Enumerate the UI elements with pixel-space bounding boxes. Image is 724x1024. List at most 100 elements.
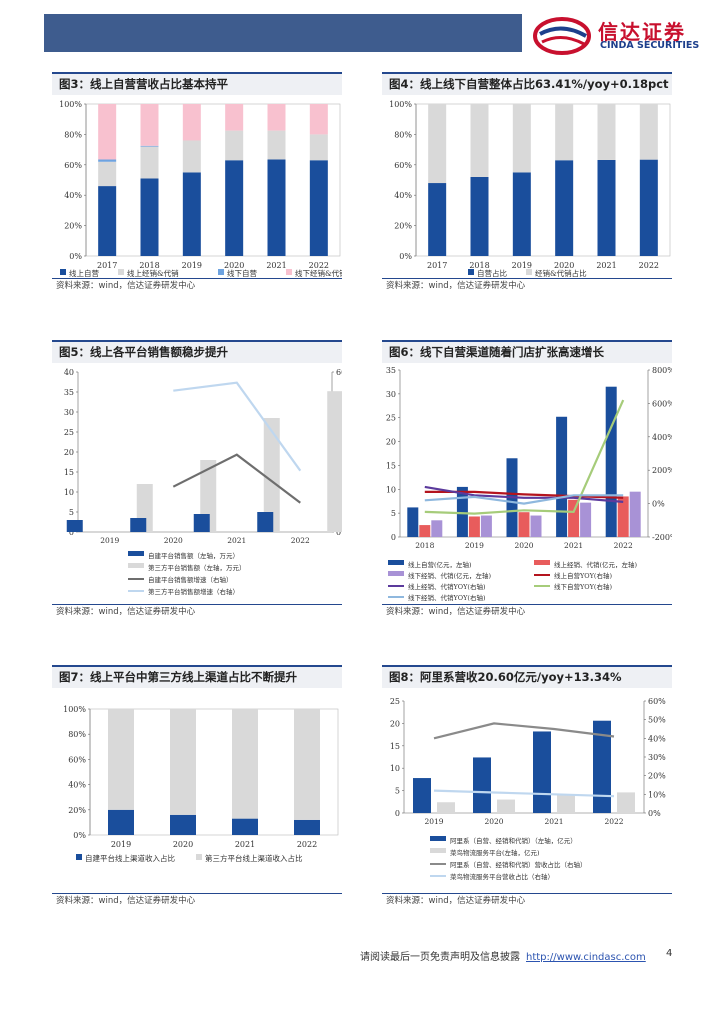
fig8-legend-label: 阿里系（自营、经销和代销）（左轴，亿元） — [450, 836, 577, 845]
fig6-series-line — [424, 494, 624, 505]
fig5-series-line — [172, 453, 301, 504]
fig3-x-tick-label: 2017 — [97, 261, 117, 270]
fig8-yr-tick-label: 10% — [648, 790, 666, 799]
fig5-yl-tick-label: 0 — [69, 528, 74, 537]
fig6-legend-label: 线下经销、代销(亿元，左轴) — [408, 571, 492, 580]
fig3-y-tick-label: 40% — [64, 191, 82, 200]
cinda-logo: 信达证券 CINDA SECURITIES — [532, 14, 712, 56]
fig6-x-tick-label: 2022 — [614, 541, 633, 550]
fig5-bar — [130, 518, 147, 532]
fig8-x-tick-label: 2021 — [544, 817, 563, 826]
fig5-yl-tick-label: 15 — [64, 468, 74, 477]
fig3-legend-swatch — [286, 269, 292, 275]
fig3-legend-label: 线上自营 — [69, 268, 99, 278]
fig7-y-tick-label: 0% — [73, 831, 86, 840]
figure-6-panel: 图6：线下自营渠道随着门店扩张高速增长 05101520253035-200%0… — [382, 340, 672, 620]
fig3-legend-swatch — [60, 269, 66, 275]
fig6-bar — [556, 416, 568, 537]
fig5-x-tick-label: 2020 — [164, 536, 183, 545]
fig8-legend-label: 阿里系（自营、经销和代销）营收占比（右轴） — [450, 860, 587, 869]
fig8-yl-tick-label: 20 — [390, 719, 400, 728]
fig3-bar — [309, 134, 328, 161]
fig4-bar — [512, 172, 531, 256]
fig6-legend-label: 线下自营YOY(右轴) — [554, 582, 612, 591]
fig3-bar — [140, 146, 159, 179]
fig6-yr-tick-label: 400% — [652, 433, 672, 442]
fig4-legend-swatch — [468, 269, 474, 275]
fig4-legend-swatch — [526, 269, 532, 275]
figure-7-source: 资料来源：wind，信达证券研发中心 — [52, 893, 342, 908]
fig6-yl-tick-label: 20 — [386, 438, 396, 447]
fig7-x-tick-label: 2021 — [235, 840, 255, 849]
fig8-legend-swatch — [430, 848, 446, 853]
website-link[interactable]: http://www.cindasc.com — [526, 952, 646, 963]
fig7-x-tick-label: 2020 — [173, 840, 193, 849]
fig8-x-tick-label: 2020 — [484, 817, 503, 826]
fig7-bar — [170, 709, 196, 815]
fig4-bar — [555, 160, 574, 256]
fig6-yl-tick-label: 0 — [391, 533, 396, 542]
fig4-x-tick-label: 2022 — [639, 261, 659, 270]
fig6-yr-tick-label: 800% — [652, 366, 672, 375]
fig5-bar — [257, 512, 274, 532]
fig3-bar — [309, 160, 328, 256]
fig3-bar — [98, 161, 117, 187]
figure-3-title: 图3：线上自营营收占比基本持平 — [52, 72, 342, 95]
fig8-yr-tick-label: 60% — [648, 697, 666, 706]
logo-name-cn: 信达证券 — [598, 20, 686, 44]
fig3-bar — [225, 160, 244, 256]
fig5-yl-tick-label: 35 — [64, 388, 74, 397]
fig7-y-tick-label: 80% — [68, 730, 86, 739]
fig3-x-tick-label: 2018 — [139, 261, 159, 270]
fig6-yl-tick-label: 10 — [386, 485, 396, 494]
fig5-x-tick-label: 2022 — [291, 536, 310, 545]
figure-4-panel: 图4：线上线下自营整体占比63.41%/yoy+0.18pct 0% 20% 40%… — [382, 72, 672, 294]
fig3-bar — [98, 104, 117, 160]
fig8-bar — [437, 802, 455, 813]
fig5-yl-tick-label: 25 — [64, 428, 74, 437]
fig6-bar — [480, 515, 492, 537]
figure-7-title: 图7：线上平台中第三方线上渠道占比不断提升 — [52, 665, 342, 688]
fig3-y-tick-label: 60% — [64, 161, 82, 170]
fig3-legend-label: 线下经销&代销 — [295, 268, 342, 278]
fig3-legend-swatch — [218, 269, 224, 275]
fig4-x-tick-label: 2021 — [596, 261, 616, 270]
fig3-bar — [267, 159, 286, 256]
fig6-yr-tick-label: 200% — [652, 466, 672, 475]
fig6-legend-swatch — [534, 560, 550, 565]
fig6-legend-label: 线上经销、代销(亿元，左轴) — [554, 560, 638, 569]
fig3-bar — [225, 104, 244, 131]
fig8-yr-tick-label: 40% — [648, 734, 666, 743]
fig6-yl-tick-label: 5 — [391, 509, 396, 518]
fig3-x-tick-label: 2019 — [182, 261, 202, 270]
fig5-yr-tick-label: 0% — [336, 528, 342, 537]
fig7-y-tick-label: 20% — [68, 806, 86, 815]
fig6-x-tick-label: 2020 — [514, 541, 533, 550]
fig3-y-tick-label: 20% — [64, 222, 82, 231]
fig6-bar — [419, 525, 431, 537]
fig5-legend-swatch — [128, 551, 144, 556]
fig5-yl-tick-label: 20 — [64, 448, 74, 457]
fig3-bar — [182, 172, 201, 256]
figure-3-chart: 0% 20% 40% 60% 80% 100% 2017 2018 2019 2020 2021 20… — [59, 100, 342, 278]
fig3-x-tick-label: 2021 — [266, 261, 286, 270]
fig4-y-tick-label: 60% — [394, 161, 412, 170]
figure-8-title: 图8：阿里系营收20.60亿元/yoy+13.34% — [382, 665, 672, 688]
fig4-plot-frame — [415, 103, 671, 257]
fig6-legend-label: 线上自营(亿元，左轴) — [408, 560, 472, 569]
fig6-yr-tick-label: 0% — [652, 500, 665, 509]
fig6-legend-label: 线上自营YOY(右轴) — [554, 571, 612, 580]
fig7-y-tick-label: 100% — [63, 705, 86, 714]
fig5-bar — [193, 514, 210, 532]
figure-7-panel: 图7：线上平台中第三方线上渠道占比不断提升 0% 20% 40% 60% 80% 100%… — [52, 665, 342, 910]
fig8-x-tick-label: 2019 — [424, 817, 443, 826]
figure-5-title: 图5：线上各平台销售额稳步提升 — [52, 340, 342, 363]
fig8-yl-tick-label: 15 — [390, 742, 400, 751]
fig6-yr-tick-label: -200% — [652, 533, 672, 542]
fig6-bar — [629, 491, 641, 537]
fig6-bar — [468, 516, 480, 537]
fig6-bar — [456, 486, 468, 537]
fig5-yr-tick-label: 60% — [336, 368, 342, 377]
fig6-bar — [617, 496, 629, 537]
fig4-bar — [597, 159, 616, 256]
